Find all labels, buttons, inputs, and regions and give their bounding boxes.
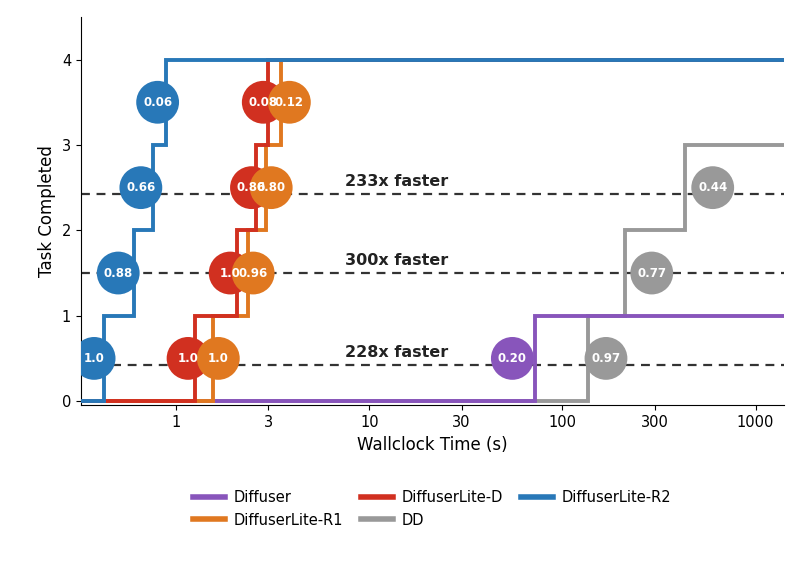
- DiffuserLite-R1: [276, 56, 286, 63]
- DiffuserLite-D: [190, 397, 200, 404]
- Point: [600, 354, 612, 363]
- Point: [224, 269, 237, 278]
- DiffuserLite-R2: [161, 141, 170, 148]
- DiffuserLite-R2: [149, 141, 158, 148]
- Text: 0.20: 0.20: [498, 352, 527, 365]
- Text: 0.12: 0.12: [275, 96, 304, 109]
- Point: [134, 183, 147, 192]
- DiffuserLite-R1: [208, 397, 218, 404]
- Line: DD: DD: [81, 145, 784, 401]
- DD: [680, 227, 690, 234]
- Point: [151, 98, 164, 107]
- DiffuserLite-D: [263, 56, 273, 63]
- Text: 0.66: 0.66: [126, 181, 155, 194]
- X-axis label: Wallclock Time (s): Wallclock Time (s): [357, 436, 507, 454]
- DiffuserLite-R2: [99, 312, 108, 319]
- DD: [680, 141, 690, 148]
- DiffuserLite-R2: [128, 312, 138, 319]
- Text: 228x faster: 228x faster: [345, 345, 448, 360]
- Point: [182, 354, 195, 363]
- DiffuserLite-R2: [149, 227, 158, 234]
- Line: DiffuserLite-D: DiffuserLite-D: [81, 60, 784, 401]
- Point: [265, 183, 278, 192]
- Text: 1.0: 1.0: [220, 266, 241, 279]
- DiffuserLite-R1: [276, 141, 286, 148]
- DD: [620, 227, 629, 234]
- DiffuserLite-R2: [779, 56, 789, 63]
- Point: [87, 354, 100, 363]
- DiffuserLite-D: [76, 397, 86, 404]
- DD: [76, 397, 86, 404]
- DiffuserLite-R1: [261, 141, 271, 148]
- DiffuserLite-R1: [779, 56, 789, 63]
- Text: 1.0: 1.0: [178, 352, 199, 365]
- DiffuserLite-R1: [243, 312, 253, 319]
- Point: [257, 98, 270, 107]
- Line: Diffuser: Diffuser: [81, 316, 784, 401]
- Point: [246, 269, 259, 278]
- DD: [620, 312, 629, 319]
- Text: 0.77: 0.77: [638, 266, 667, 279]
- Text: 300x faster: 300x faster: [345, 253, 448, 268]
- DiffuserLite-R1: [208, 312, 218, 319]
- Diffuser: [76, 397, 86, 404]
- Text: 0.86: 0.86: [237, 181, 266, 194]
- Point: [112, 269, 124, 278]
- Text: 0.97: 0.97: [591, 352, 621, 365]
- DiffuserLite-R2: [76, 397, 86, 404]
- Text: 0.08: 0.08: [249, 96, 278, 109]
- DiffuserLite-D: [232, 312, 242, 319]
- Point: [706, 183, 719, 192]
- DiffuserLite-D: [251, 141, 261, 148]
- DiffuserLite-R2: [128, 227, 138, 234]
- DiffuserLite-R2: [99, 397, 108, 404]
- DiffuserLite-R1: [76, 397, 86, 404]
- Point: [212, 354, 225, 363]
- Diffuser: [779, 312, 789, 319]
- DiffuserLite-D: [779, 56, 789, 63]
- Diffuser: [530, 312, 540, 319]
- Line: DiffuserLite-R2: DiffuserLite-R2: [81, 60, 784, 401]
- DD: [779, 141, 789, 148]
- Point: [245, 183, 258, 192]
- Point: [506, 354, 519, 363]
- Y-axis label: Task Completed: Task Completed: [38, 145, 56, 277]
- Point: [646, 269, 659, 278]
- Point: [283, 98, 296, 107]
- Text: 0.80: 0.80: [257, 181, 286, 194]
- DiffuserLite-R1: [243, 227, 253, 234]
- Text: 1.0: 1.0: [84, 352, 104, 365]
- Diffuser: [530, 397, 540, 404]
- DiffuserLite-R1: [261, 227, 271, 234]
- DD: [583, 312, 592, 319]
- DiffuserLite-D: [251, 227, 261, 234]
- Text: 0.06: 0.06: [143, 96, 172, 109]
- Text: 1.0: 1.0: [208, 352, 229, 365]
- Text: 233x faster: 233x faster: [345, 175, 448, 189]
- DD: [583, 397, 592, 404]
- Text: 0.44: 0.44: [698, 181, 727, 194]
- DiffuserLite-D: [263, 141, 273, 148]
- Text: 0.96: 0.96: [238, 266, 267, 279]
- Line: DiffuserLite-R1: DiffuserLite-R1: [81, 60, 784, 401]
- DiffuserLite-D: [232, 227, 242, 234]
- Text: 0.88: 0.88: [103, 266, 133, 279]
- DiffuserLite-D: [190, 312, 200, 319]
- Legend: Diffuser, DiffuserLite-R1, DiffuserLite-D, DD, DiffuserLite-R2: Diffuser, DiffuserLite-R1, DiffuserLite-…: [193, 490, 671, 528]
- DiffuserLite-R2: [161, 56, 170, 63]
